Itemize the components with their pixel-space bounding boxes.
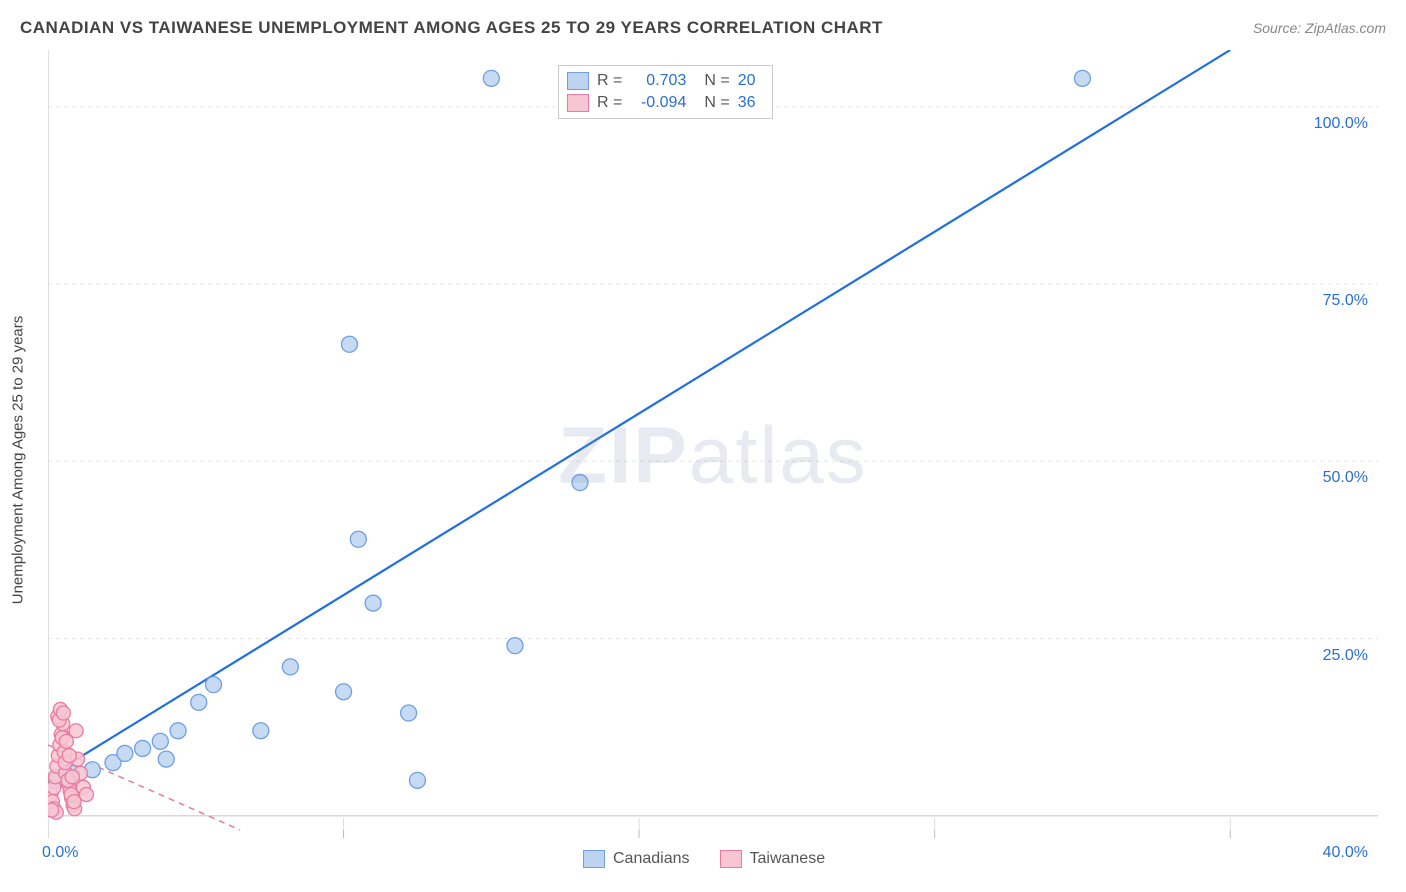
data-point (282, 659, 298, 675)
data-point (48, 803, 59, 817)
legend-item: Taiwanese (720, 850, 826, 868)
data-point (253, 723, 269, 739)
scatter-plot (48, 50, 1378, 870)
y-tick-label: 100.0% (1314, 115, 1368, 133)
data-point (67, 795, 81, 809)
r-label: R = (597, 94, 622, 112)
chart-title: CANADIAN VS TAIWANESE UNEMPLOYMENT AMONG… (20, 18, 883, 38)
y-axis-label: Unemployment Among Ages 25 to 29 years (10, 316, 27, 605)
legend-swatch (583, 850, 605, 868)
stats-row: R = -0.094 N = 36 (567, 92, 764, 114)
trend-line (48, 50, 1230, 777)
data-point (117, 745, 133, 761)
chart-container: Unemployment Among Ages 25 to 29 years Z… (48, 50, 1378, 870)
series-swatch (567, 94, 589, 112)
n-label: N = (704, 72, 729, 90)
legend-item: Canadians (583, 850, 690, 868)
n-value: 20 (738, 72, 764, 90)
x-tick-label: 0.0% (42, 844, 78, 862)
data-point (507, 638, 523, 654)
data-point (336, 684, 352, 700)
data-point (365, 595, 381, 611)
data-point (56, 706, 70, 720)
data-point (191, 694, 207, 710)
data-point (135, 740, 151, 756)
data-point (350, 531, 366, 547)
n-value: 36 (738, 94, 764, 112)
data-point (79, 788, 93, 802)
legend-label: Canadians (613, 850, 690, 868)
source-attribution: Source: ZipAtlas.com (1253, 20, 1386, 36)
x-tick-label: 40.0% (1323, 844, 1368, 862)
data-point (409, 772, 425, 788)
data-point (401, 705, 417, 721)
data-point (1074, 70, 1090, 86)
data-point (152, 733, 168, 749)
stats-row: R = 0.703 N = 20 (567, 70, 764, 92)
data-point (572, 475, 588, 491)
legend-swatch (720, 850, 742, 868)
r-value: 0.703 (630, 72, 686, 90)
legend: Canadians Taiwanese (583, 850, 825, 868)
legend-label: Taiwanese (750, 850, 826, 868)
r-value: -0.094 (630, 94, 686, 112)
series-swatch (567, 72, 589, 90)
correlation-stats-box: R = 0.703 N = 20 R = -0.094 N = 36 (558, 65, 773, 119)
data-point (483, 70, 499, 86)
n-label: N = (704, 94, 729, 112)
y-tick-label: 25.0% (1323, 647, 1368, 665)
y-tick-label: 75.0% (1323, 292, 1368, 310)
r-label: R = (597, 72, 622, 90)
data-point (170, 723, 186, 739)
data-point (62, 749, 76, 763)
data-point (341, 336, 357, 352)
data-point (206, 677, 222, 693)
y-tick-label: 50.0% (1323, 469, 1368, 487)
data-point (59, 734, 73, 748)
data-point (65, 770, 79, 784)
data-point (158, 751, 174, 767)
